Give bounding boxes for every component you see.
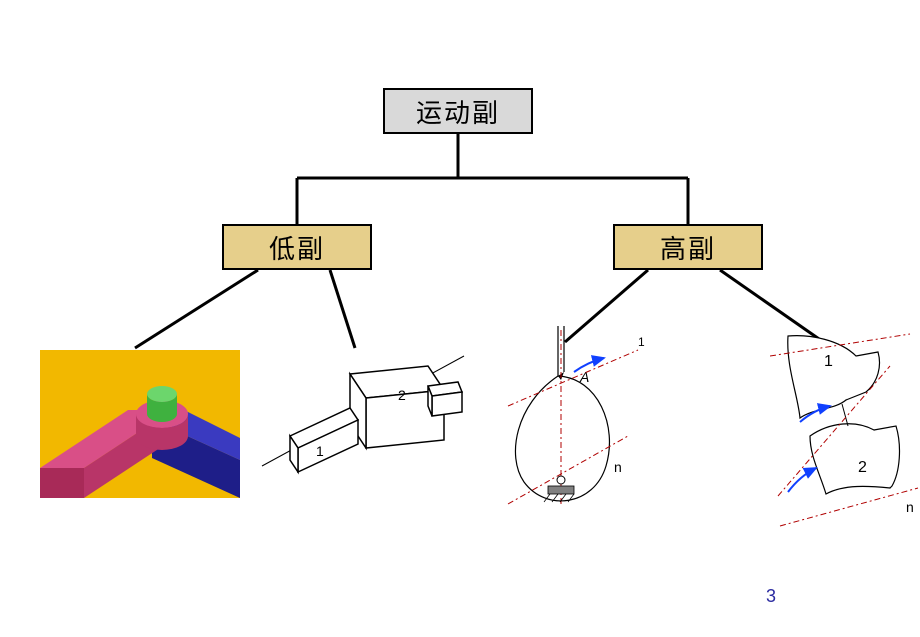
node-low-pair-label: 低副 <box>269 229 325 266</box>
cam-label-n: n <box>614 459 622 475</box>
node-root-label: 运动副 <box>416 93 500 130</box>
gear-label-1: 1 <box>824 353 833 370</box>
leaf-prismatic: 1 2 <box>258 338 468 498</box>
prismatic-label-1: 1 <box>316 443 324 459</box>
gear-label-n: n <box>906 499 914 515</box>
cam-label-A: A <box>579 369 589 385</box>
prismatic-label-2: 2 <box>398 387 406 403</box>
leaf-revolute-3d <box>40 350 240 498</box>
node-root: 运动副 <box>383 88 533 134</box>
node-high-pair-label: 高副 <box>660 229 716 266</box>
gear-label-2: 2 <box>858 459 867 476</box>
cam-label-1: 1 <box>638 335 645 349</box>
node-high-pair: 高副 <box>613 224 763 270</box>
leaf-cam-follower: A n 1 <box>488 326 658 526</box>
leaf-gear-pair: 1 2 n <box>770 326 920 531</box>
page-number: 3 <box>766 586 776 607</box>
node-low-pair: 低副 <box>222 224 372 270</box>
